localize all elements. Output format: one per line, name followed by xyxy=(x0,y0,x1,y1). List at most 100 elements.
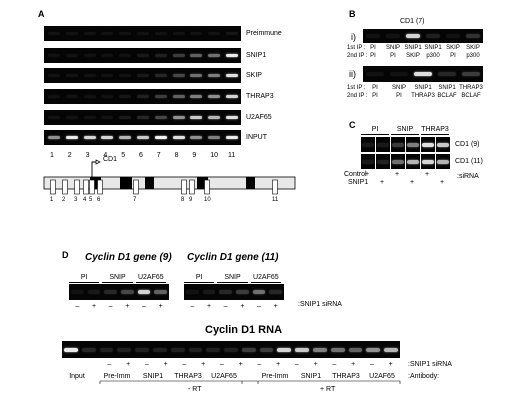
panel-c-lane xyxy=(391,154,405,169)
gel-band xyxy=(269,290,282,294)
panel-c-lane xyxy=(361,137,375,152)
gene-sirna-mark: + xyxy=(158,303,163,310)
lane-number: 9 xyxy=(192,152,197,159)
gel-band xyxy=(190,115,203,120)
exon-3 xyxy=(145,177,154,189)
second-ip-value: THRAP3 xyxy=(411,93,435,99)
gene-group-label: SNIP xyxy=(102,274,133,283)
gel-band xyxy=(48,53,60,58)
rna-sirna-mark: + xyxy=(126,361,131,368)
panel-a-gel xyxy=(44,130,241,145)
panel-c-lane xyxy=(421,154,435,169)
gel-band xyxy=(154,290,167,294)
gel-band xyxy=(137,94,149,99)
gel-band xyxy=(154,115,167,120)
gel-band xyxy=(226,73,238,78)
amplicon-number: 1 xyxy=(50,197,54,203)
exon-4 xyxy=(197,177,208,189)
first-ip-value: SNIP1 xyxy=(438,85,456,91)
gel-band xyxy=(190,135,203,140)
gene-sirna-mark: + xyxy=(273,303,278,310)
rna-sirna-label: :SNIP1 siRNA xyxy=(408,361,452,368)
rna-sirna-mark: – xyxy=(332,361,337,368)
gel-band xyxy=(377,159,389,164)
first-ip-value: PI xyxy=(372,85,378,91)
sirna-label: :siRNA xyxy=(457,173,479,180)
gel-band xyxy=(366,347,381,352)
panel-c-lane xyxy=(406,154,420,169)
control-mark: + xyxy=(425,171,430,178)
panel-c-row-label: CD1 (11) xyxy=(455,158,483,165)
second-ip-value: PI xyxy=(370,53,376,59)
rna-sirna-mark: + xyxy=(313,361,318,368)
gel-band xyxy=(190,94,203,99)
gel-band xyxy=(190,31,203,36)
gel-band xyxy=(154,135,167,140)
rna-antibody-label: THRAP3 xyxy=(174,373,202,380)
gel-band xyxy=(362,142,374,147)
panel-a-gel xyxy=(44,48,241,63)
gel-band xyxy=(295,347,310,352)
gel-band xyxy=(119,53,132,58)
gel-band xyxy=(83,31,96,36)
first-ip-value: SNIP1 xyxy=(424,45,442,51)
rna-antibody-label: Pre-Imm xyxy=(261,373,289,380)
gene-group-label: PI xyxy=(69,274,100,283)
row-ii-second-ip-label: 2nd IP : xyxy=(347,93,368,99)
gel-band xyxy=(313,347,327,352)
gel-band xyxy=(186,290,199,294)
lane-number: 6 xyxy=(139,152,143,159)
rna-sirna-mark: + xyxy=(351,361,356,368)
gene-group-label: U2AF65 xyxy=(135,274,166,283)
gel-band xyxy=(104,290,117,294)
control-mark: + xyxy=(365,171,370,178)
rna-sirna-mark: + xyxy=(163,361,168,368)
panel-c-lane xyxy=(361,154,375,169)
amplicon-number: 7 xyxy=(133,197,137,203)
gene-sirna-mark: – xyxy=(108,303,113,310)
amplicon-number: 10 xyxy=(204,197,211,203)
gel-band xyxy=(366,72,384,76)
gene-sirna-mark: – xyxy=(190,303,195,310)
minus-rt-label: - RT xyxy=(188,386,202,393)
amplicon-marker xyxy=(74,179,80,195)
gel-band xyxy=(219,290,232,294)
gel-band xyxy=(119,115,132,120)
gel-band xyxy=(208,53,221,58)
gel-band xyxy=(137,53,149,58)
gel-band xyxy=(190,53,203,58)
gel-band xyxy=(48,115,60,120)
gel-band xyxy=(83,115,96,120)
gel-band xyxy=(65,135,78,140)
snip1-mark: + xyxy=(410,179,415,186)
panel-c-letter: C xyxy=(349,120,356,130)
gene-sirna-mark: + xyxy=(92,303,97,310)
panel-c-group-label: THRAP3 xyxy=(421,126,449,135)
panel-c-group-label: PI xyxy=(361,126,389,135)
gel-band xyxy=(446,34,460,38)
gel-band xyxy=(101,135,114,140)
gel-band xyxy=(348,347,363,352)
exon-2 xyxy=(120,177,132,189)
gel-band xyxy=(152,347,167,352)
panel-c-lane xyxy=(436,154,450,169)
gel-band xyxy=(64,347,78,352)
panel-c-lane xyxy=(376,137,390,152)
gel-band xyxy=(386,34,400,38)
lane-number: 1 xyxy=(50,152,54,159)
gel-band xyxy=(208,135,221,140)
gel-band xyxy=(437,142,449,147)
amplicon-marker xyxy=(181,179,187,195)
first-ip-value: THRAP3 xyxy=(459,85,483,91)
gel-band xyxy=(48,31,60,36)
gel-band xyxy=(462,72,480,76)
gel-band xyxy=(236,290,249,294)
first-ip-value: SNIP1 xyxy=(414,85,432,91)
panel-c-group-label: SNIP xyxy=(391,126,419,135)
gel-band xyxy=(121,290,134,294)
rna-sirna-mark: – xyxy=(369,361,374,368)
first-ip-value: SNIP1 xyxy=(404,45,422,51)
gel-band xyxy=(65,115,78,120)
snip1-mark: + xyxy=(380,179,385,186)
